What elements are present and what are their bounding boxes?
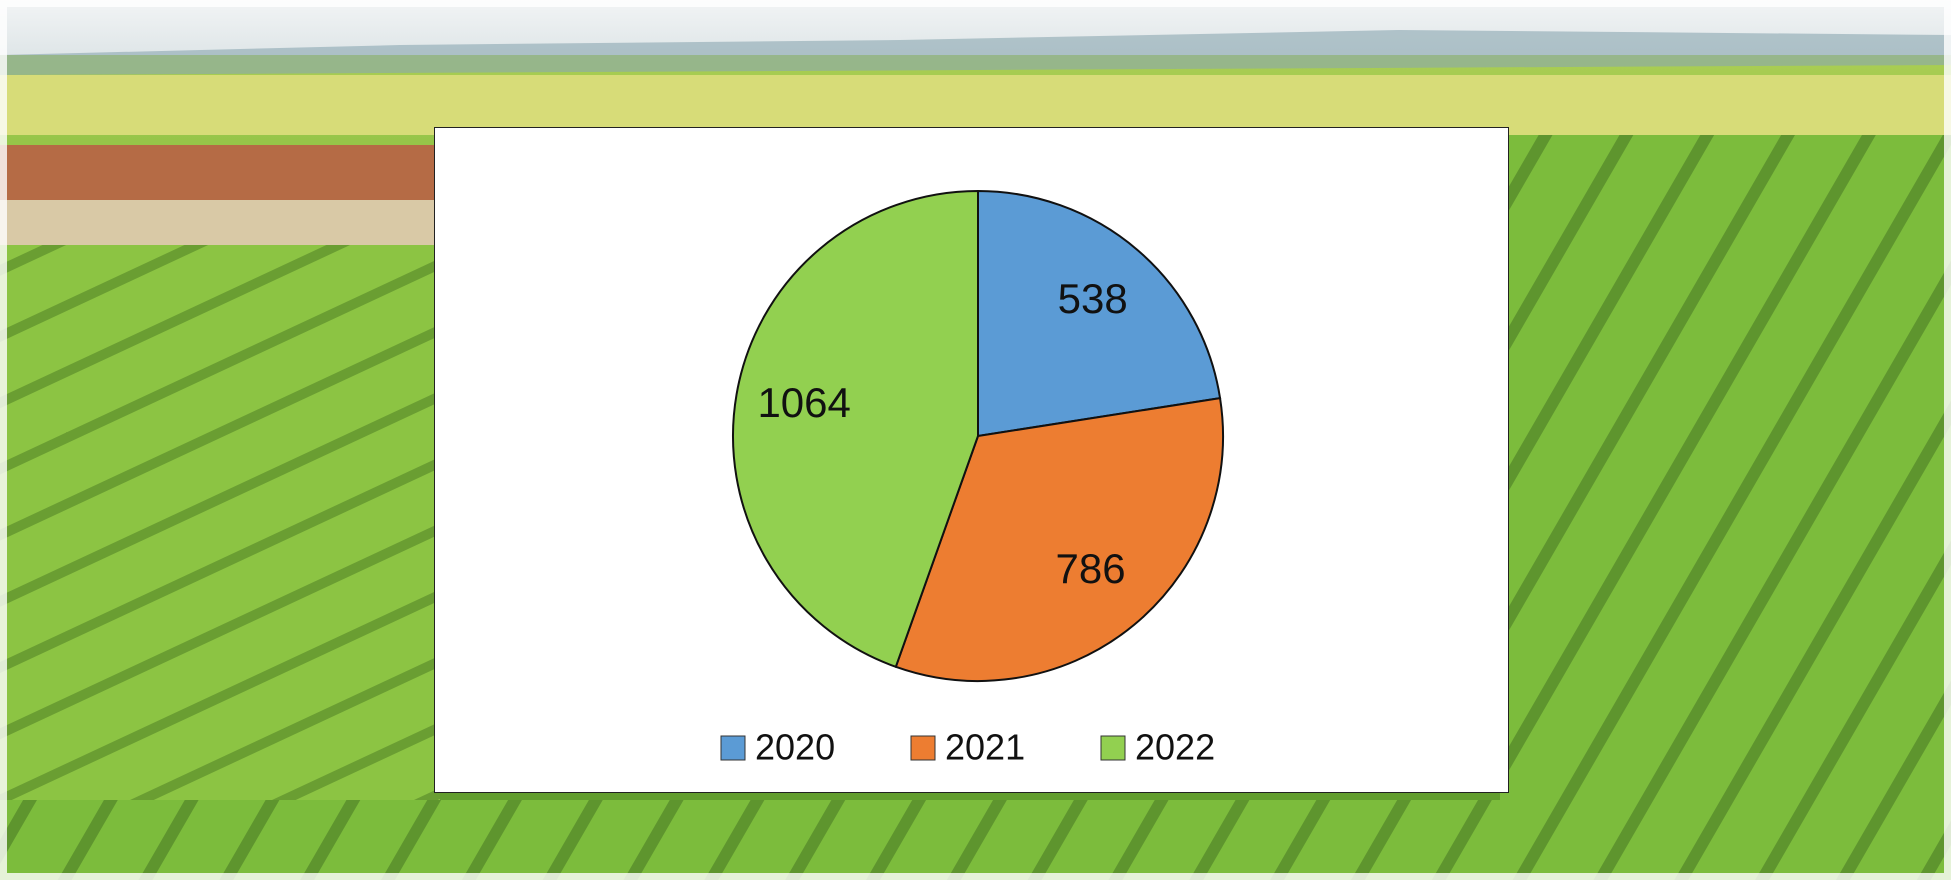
legend-swatch (720, 735, 746, 761)
legend-label: 2021 (945, 727, 1025, 768)
data-label: 1064 (757, 379, 850, 426)
data-label: 786 (1056, 545, 1126, 592)
chart-panel: 538 786 1064 2020 2021 2022 (434, 127, 1509, 793)
data-label: 538 (1058, 275, 1128, 322)
chart: 538 786 1064 2020 2021 2022 (720, 189, 1224, 768)
legend-label: 2020 (755, 727, 835, 768)
pie-slice (977, 189, 1222, 438)
pie-slice (894, 396, 1224, 682)
legend-swatch (910, 735, 936, 761)
legend-label: 2022 (1135, 727, 1215, 768)
legend-swatch (1100, 735, 1126, 761)
pie-slice (732, 189, 979, 669)
